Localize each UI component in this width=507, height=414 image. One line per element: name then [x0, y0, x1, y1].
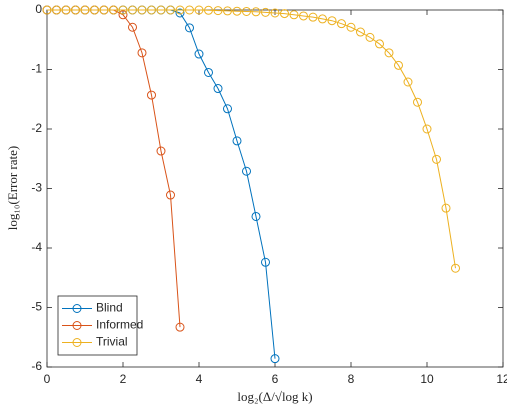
marker	[71, 5, 80, 15]
marker	[42, 5, 52, 15]
marker	[80, 5, 90, 15]
y-tick-label: 0	[35, 2, 42, 16]
marker	[394, 60, 403, 70]
marker	[432, 154, 441, 164]
marker	[251, 7, 261, 17]
legend-marker	[72, 338, 82, 347]
marker	[422, 124, 432, 134]
marker	[118, 10, 128, 20]
marker	[137, 48, 147, 58]
marker	[175, 8, 185, 18]
marker	[270, 354, 280, 364]
marker	[194, 5, 204, 15]
y-tick-label: -1	[31, 62, 42, 76]
marker	[280, 9, 289, 19]
marker	[375, 39, 384, 49]
marker	[318, 14, 327, 24]
legend-label: Blind	[96, 301, 123, 315]
marker	[289, 10, 299, 20]
marker	[204, 5, 213, 15]
legend-label: Trivial	[96, 335, 128, 349]
x-tick-label: 4	[196, 372, 203, 386]
marker	[308, 12, 318, 22]
y-tick-label: -6	[31, 359, 42, 373]
x-tick-label: 8	[348, 372, 355, 386]
x-tick-label: 2	[120, 372, 127, 386]
marker	[156, 146, 166, 156]
marker	[261, 7, 270, 17]
y-tick-label: -4	[31, 240, 42, 254]
x-tick-label: 0	[44, 372, 51, 386]
marker	[147, 5, 156, 15]
marker	[232, 6, 242, 16]
marker	[109, 5, 118, 15]
marker	[365, 32, 375, 42]
marker	[356, 27, 365, 37]
marker	[299, 11, 308, 21]
marker	[128, 5, 137, 15]
marker	[223, 6, 232, 16]
marker	[194, 49, 204, 59]
legend-marker	[72, 321, 82, 330]
marker	[52, 5, 61, 15]
x-axis-label: log₂(Δ/√log k)	[237, 389, 312, 404]
marker	[147, 90, 156, 100]
x-tick-label: 10	[420, 372, 434, 386]
marker	[270, 8, 280, 18]
marker	[128, 22, 137, 32]
marker	[185, 5, 194, 15]
marker	[337, 19, 346, 29]
marker	[346, 22, 356, 32]
legend-label: Informed	[96, 318, 143, 332]
series-line	[47, 9, 456, 269]
marker	[451, 263, 460, 273]
y-tick-label: -5	[31, 300, 42, 314]
y-axis-label: log₁₀(Error rate)	[5, 146, 20, 231]
marker	[175, 322, 185, 332]
marker	[204, 67, 213, 77]
legend-marker	[72, 304, 82, 313]
y-tick-label: -3	[31, 181, 42, 195]
marker	[261, 257, 270, 267]
marker	[413, 97, 422, 107]
marker	[118, 5, 128, 15]
marker	[327, 16, 337, 26]
marker	[90, 5, 99, 15]
marker	[156, 5, 166, 15]
marker	[384, 48, 394, 58]
marker	[185, 23, 194, 33]
x-tick-label: 12	[496, 372, 507, 386]
marker	[166, 190, 175, 200]
marker	[99, 5, 109, 15]
marker	[61, 5, 71, 15]
marker	[242, 166, 251, 176]
marker	[242, 6, 251, 16]
marker	[213, 84, 223, 94]
marker	[223, 104, 232, 114]
marker	[403, 77, 413, 87]
marker	[137, 5, 147, 15]
x-tick-label: 6	[272, 372, 279, 386]
marker	[441, 203, 451, 213]
marker	[251, 211, 261, 221]
marker	[232, 136, 242, 146]
marker	[166, 5, 175, 15]
marker	[175, 5, 185, 15]
y-tick-label: -2	[31, 121, 42, 135]
marker	[213, 6, 223, 16]
